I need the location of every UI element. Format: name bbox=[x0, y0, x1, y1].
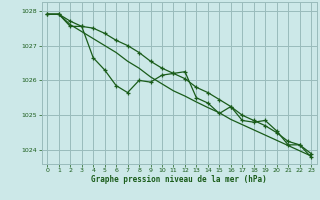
X-axis label: Graphe pression niveau de la mer (hPa): Graphe pression niveau de la mer (hPa) bbox=[91, 175, 267, 184]
